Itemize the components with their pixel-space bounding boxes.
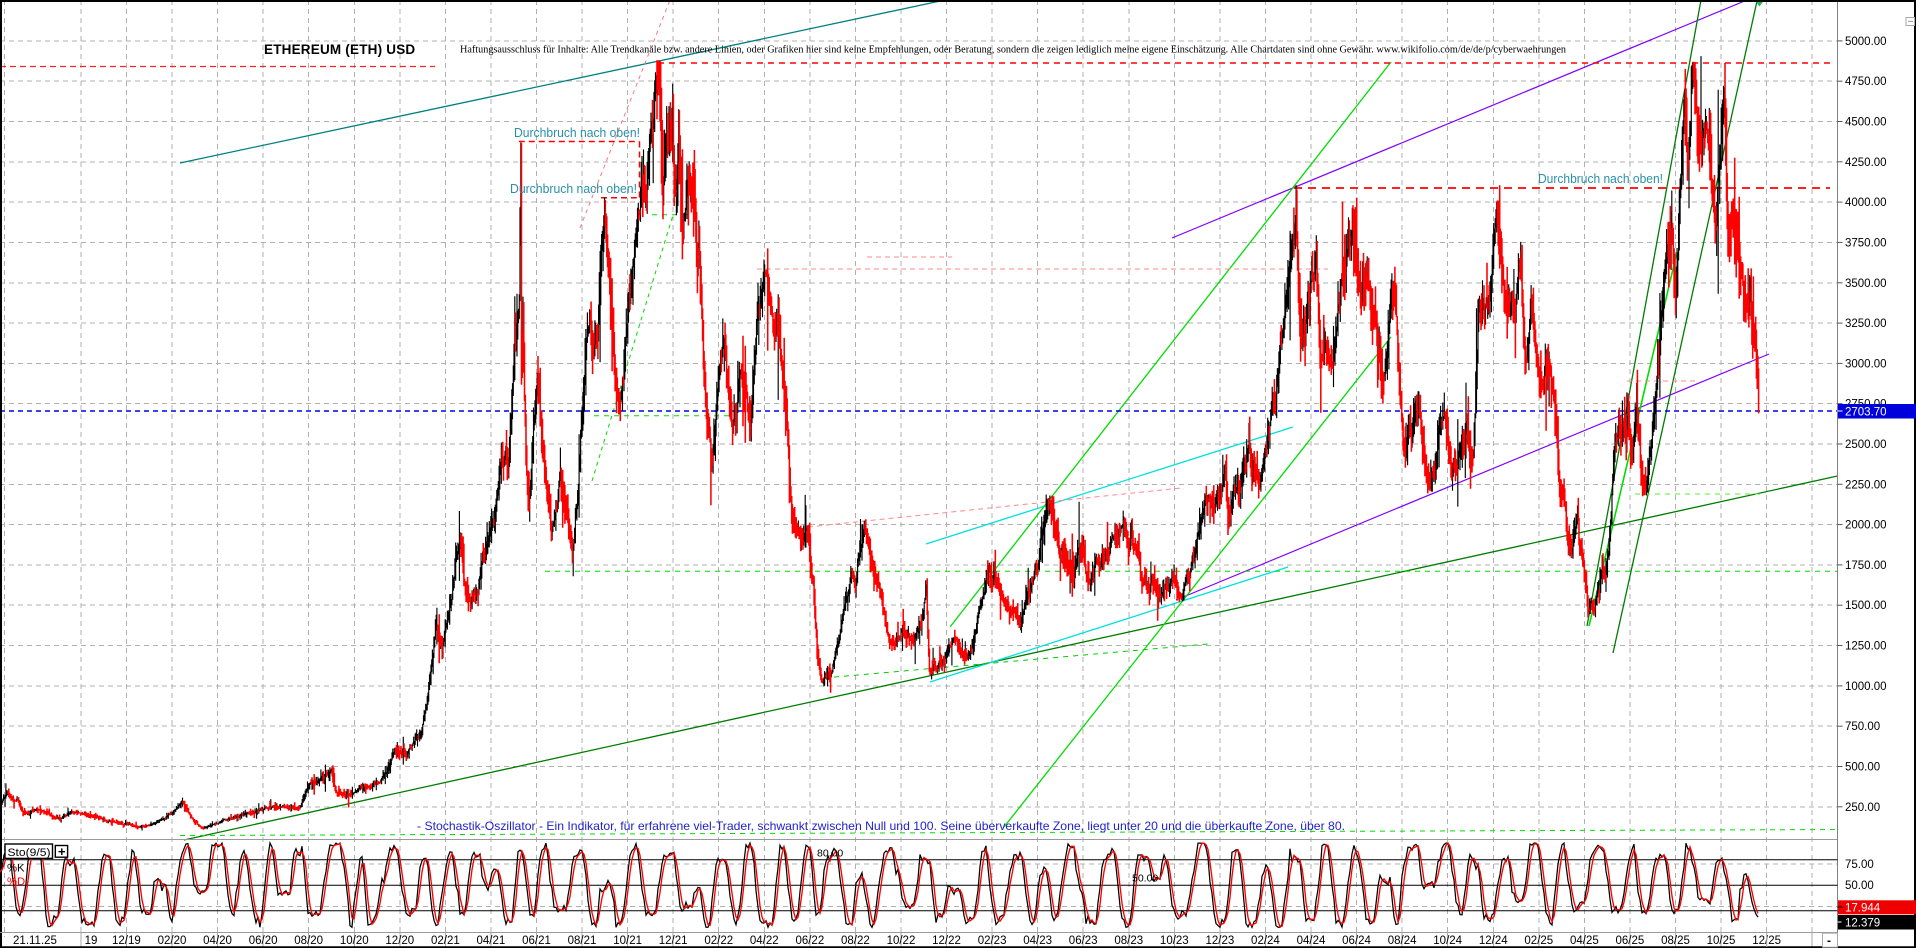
svg-text:2703.70: 2703.70 (1845, 407, 1887, 419)
svg-text:1000.00: 1000.00 (1845, 681, 1887, 693)
svg-text:3750.00: 3750.00 (1845, 237, 1887, 249)
svg-text:12/23: 12/23 (1205, 935, 1234, 947)
svg-text:1250.00: 1250.00 (1845, 641, 1887, 653)
svg-text:10/22: 10/22 (887, 935, 916, 947)
svg-text:10/23: 10/23 (1160, 935, 1189, 947)
svg-text:500.00: 500.00 (1845, 761, 1880, 773)
svg-text:3500.00: 3500.00 (1845, 278, 1887, 290)
svg-text:08/22: 08/22 (841, 935, 870, 947)
svg-text:2000.00: 2000.00 (1845, 520, 1887, 532)
svg-text:12/22: 12/22 (932, 935, 961, 947)
svg-text:12/20: 12/20 (385, 935, 414, 947)
svg-text:04/22: 04/22 (750, 935, 779, 947)
svg-text:- Stochastik-Oszillator - Ein: - Stochastik-Oszillator - Ein Indikator,… (417, 819, 1345, 833)
svg-text:1750.00: 1750.00 (1845, 560, 1887, 572)
svg-text:19: 19 (85, 935, 98, 947)
svg-text:50.00: 50.00 (1845, 880, 1874, 892)
svg-text:12/21: 12/21 (659, 935, 688, 947)
svg-text:750.00: 750.00 (1845, 721, 1880, 733)
svg-text:10/24: 10/24 (1433, 935, 1462, 947)
svg-text:02/23: 02/23 (978, 935, 1007, 947)
svg-text:02/21: 02/21 (431, 935, 460, 947)
svg-text:250.00: 250.00 (1845, 802, 1880, 814)
svg-text:3000.00: 3000.00 (1845, 358, 1887, 370)
svg-text:Durchbruch nach oben!: Durchbruch nach oben! (514, 126, 640, 140)
svg-text:-: - (1827, 934, 1831, 948)
svg-text:1500.00: 1500.00 (1845, 600, 1887, 612)
svg-text:21.11.25: 21.11.25 (13, 935, 57, 947)
svg-text:4250.00: 4250.00 (1845, 157, 1887, 169)
svg-text:10/21: 10/21 (613, 935, 642, 947)
svg-text:2250.00: 2250.00 (1845, 479, 1887, 491)
svg-text:3250.00: 3250.00 (1845, 318, 1887, 330)
svg-text:04/23: 04/23 (1023, 935, 1052, 947)
svg-text:04/24: 04/24 (1297, 935, 1326, 947)
svg-text:08/21: 08/21 (568, 935, 597, 947)
svg-text:5000.00: 5000.00 (1845, 36, 1887, 48)
svg-text:04/21: 04/21 (477, 935, 506, 947)
svg-text:80.00: 80.00 (817, 848, 843, 860)
svg-text:12/24: 12/24 (1479, 935, 1508, 947)
svg-text:Haftungsausschluss für Inhalte: Haftungsausschluss für Inhalte: Alle Tre… (460, 44, 1566, 56)
svg-text:04/25: 04/25 (1570, 935, 1599, 947)
svg-text:%K: %K (7, 863, 25, 875)
svg-text:+: + (58, 844, 66, 859)
svg-text:02/24: 02/24 (1251, 935, 1280, 947)
svg-text:Sto(9/5): Sto(9/5) (8, 847, 51, 859)
svg-text:06/22: 06/22 (795, 935, 824, 947)
svg-text:4000.00: 4000.00 (1845, 197, 1887, 209)
svg-text:06/24: 06/24 (1342, 935, 1371, 947)
svg-text:17.944: 17.944 (1845, 903, 1881, 915)
svg-text:02/25: 02/25 (1524, 935, 1553, 947)
svg-text:08/23: 08/23 (1114, 935, 1143, 947)
svg-text:4500.00: 4500.00 (1845, 117, 1887, 129)
svg-text:06/25: 06/25 (1616, 935, 1645, 947)
svg-text:75.00: 75.00 (1845, 859, 1874, 871)
svg-text:08/20: 08/20 (294, 935, 323, 947)
svg-text:%D: %D (7, 876, 25, 888)
svg-text:10/20: 10/20 (340, 935, 369, 947)
svg-text:08/24: 08/24 (1388, 935, 1417, 947)
svg-text:10/25: 10/25 (1707, 935, 1736, 947)
svg-text:12.379: 12.379 (1845, 918, 1880, 930)
svg-text:50.00: 50.00 (1132, 873, 1158, 885)
svg-text:02/20: 02/20 (158, 935, 187, 947)
svg-text:ETHEREUM (ETH) USD: ETHEREUM (ETH) USD (264, 42, 415, 57)
svg-text:4750.00: 4750.00 (1845, 76, 1887, 88)
svg-text:06/23: 06/23 (1069, 935, 1098, 947)
svg-text:06/20: 06/20 (249, 935, 278, 947)
svg-text:08/25: 08/25 (1661, 935, 1690, 947)
svg-text:02/22: 02/22 (704, 935, 733, 947)
svg-text:12/19: 12/19 (112, 935, 141, 947)
svg-text:2500.00: 2500.00 (1845, 439, 1887, 451)
svg-text:06/21: 06/21 (522, 935, 551, 947)
svg-text:04/20: 04/20 (203, 935, 232, 947)
svg-text:Durchbruch nach oben!: Durchbruch nach oben! (510, 182, 637, 196)
svg-text:Durchbruch nach oben!: Durchbruch nach oben! (1538, 172, 1663, 186)
